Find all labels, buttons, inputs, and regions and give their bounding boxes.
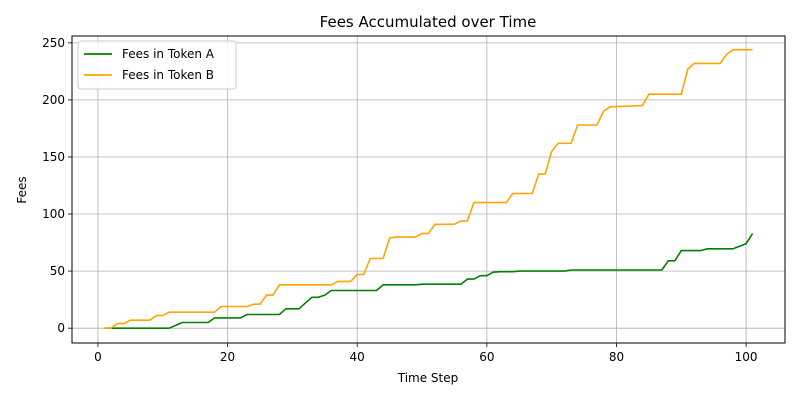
y-tick-label: 50 (50, 264, 65, 278)
series-line-token-b (104, 48, 753, 329)
plot-frame (71, 35, 786, 344)
x-axis-label: Time Step (397, 371, 459, 385)
y-axis-ticks: 0 50 100 150 200 250 (42, 36, 72, 335)
x-axis-ticks: 0 20 40 60 80 100 (94, 343, 758, 364)
x-tick-label: 40 (350, 350, 365, 364)
x-tick-label: 20 (220, 350, 235, 364)
y-axis-label: Fees (15, 176, 29, 203)
y-tick-label: 0 (57, 321, 65, 335)
legend: Fees in Token A Fees in Token B (77, 40, 237, 90)
series-lines (104, 48, 754, 329)
x-tick-label: 60 (479, 350, 494, 364)
y-tick-label: 150 (42, 150, 65, 164)
chart-title: Fees Accumulated over Time (320, 13, 537, 31)
y-tick-label: 200 (42, 93, 65, 107)
legend-label-token-a: Fees in Token A (122, 47, 215, 61)
x-tick-label: 0 (94, 350, 102, 364)
x-tick-label: 80 (609, 350, 624, 364)
legend-box (77, 40, 237, 90)
legend-label-token-b: Fees in Token B (122, 68, 214, 82)
x-tick-label: 100 (735, 350, 758, 364)
series-line-token-a (104, 232, 754, 329)
y-tick-label: 250 (42, 36, 65, 50)
y-tick-label: 100 (42, 207, 65, 221)
